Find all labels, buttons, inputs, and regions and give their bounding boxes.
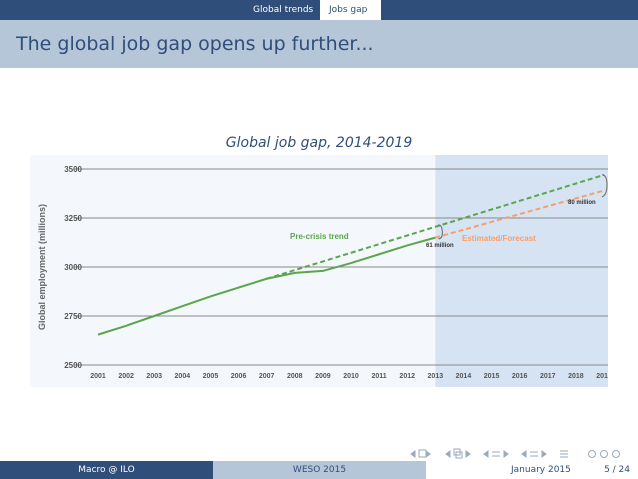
x-tick-label: 2017	[540, 373, 556, 380]
x-tick-label: 2008	[287, 373, 303, 380]
job-gap-chart: 2500 2750 3000 3250 3500 2001 2002 2003 2004 2005…	[30, 155, 608, 387]
x-tick-label: 2005	[203, 373, 219, 380]
footer-bar: Macro @ ILO WESO 2015 January 2015 5 / 2…	[0, 461, 638, 479]
y-tick-label: 3500	[64, 165, 82, 174]
footer-info: January 2015 5 / 24	[426, 461, 638, 479]
x-tick-label: 2013	[428, 373, 444, 380]
forecast-shaded-region	[435, 155, 608, 387]
x-tick-label: 2019	[596, 373, 608, 380]
y-tick-label: 3250	[64, 214, 82, 223]
y-tick-label: 2750	[64, 312, 82, 321]
x-tick-label: 2004	[175, 373, 191, 380]
y-tick-label: 2500	[64, 361, 82, 370]
section-navigation: Global trends Jobs gap	[0, 0, 638, 20]
nav-tab-jobs-gap[interactable]: Jobs gap	[320, 0, 381, 20]
x-tick-label: 2018	[568, 373, 584, 380]
x-tick-label: 2001	[90, 373, 106, 380]
footer-author: Macro @ ILO	[0, 461, 213, 479]
chart-canvas: 2500 2750 3000 3250 3500 2001 2002 2003 2004 2005…	[30, 155, 608, 387]
figure-caption: Global job gap, 2014-2019	[225, 135, 413, 151]
footer-date: January 2015	[511, 465, 571, 475]
nav-tab-global-trends[interactable]: Global trends	[253, 5, 314, 15]
x-tick-label: 2014	[456, 373, 472, 380]
nav-next-icon	[425, 450, 431, 458]
x-tick-label: 2015	[484, 373, 500, 380]
series-line-estimated-forecast	[435, 189, 605, 239]
annotation-61-million: 61 million	[426, 243, 454, 249]
x-tick-label: 2010	[343, 373, 359, 380]
annotation-80-million: 80 million	[568, 200, 596, 206]
gap-bracket-2019	[601, 174, 608, 198]
x-tick-label: 2011	[372, 373, 387, 380]
x-tick-label: 2009	[315, 373, 331, 380]
x-tick-label: 2016	[512, 373, 528, 380]
nav-prev-icon	[410, 450, 416, 458]
x-tick-label: 2012	[399, 373, 415, 380]
gap-bracket-2013	[438, 224, 443, 240]
annotation-pre-crisis-trend: Pre-crisis trend	[290, 232, 349, 241]
x-tick-label: 2003	[146, 373, 162, 380]
y-tick-label: 3000	[64, 263, 82, 272]
y-axis-label: Global employment (millions)	[37, 204, 47, 330]
x-tick-label: 2006	[231, 373, 247, 380]
frame-title-bar: The global job gap opens up further...	[0, 20, 638, 68]
annotation-estimated-forecast: Estimated/Forecast	[462, 234, 536, 243]
x-tick-label: 2002	[118, 373, 134, 380]
x-tick-label: 2007	[259, 373, 275, 380]
frame-title: The global job gap opens up further...	[16, 33, 374, 55]
beamer-navigation-symbols[interactable]	[408, 446, 628, 460]
series-line-pre-crisis-trend	[266, 173, 605, 280]
footer-page-number: 5 / 24	[604, 465, 630, 475]
footer-event: WESO 2015	[213, 461, 426, 479]
